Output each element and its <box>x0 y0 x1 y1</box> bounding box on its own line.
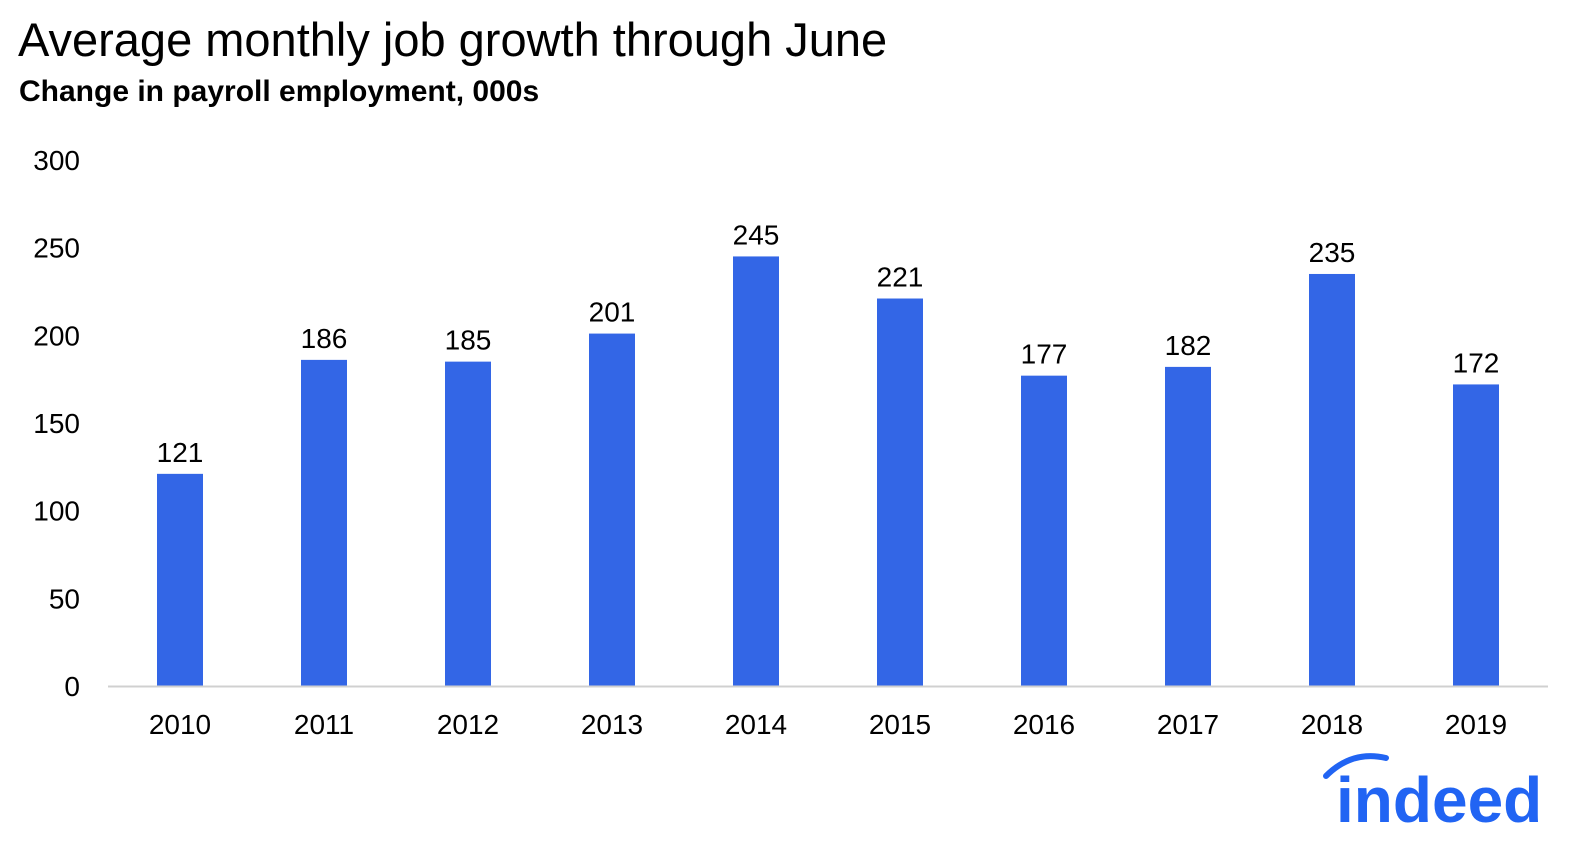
bar-2016 <box>1021 375 1067 686</box>
y-tick-label: 250 <box>33 233 80 264</box>
x-axis-ticks: 2010 2011 2012 2013 2014 2015 2016 2017 2018 2019 <box>149 709 1507 740</box>
x-tick-label-2011: 2011 <box>294 709 354 740</box>
bar-2011 <box>301 359 347 686</box>
data-label-2014: 245 <box>733 219 780 250</box>
data-label-2018: 235 <box>1309 237 1356 268</box>
data-label-2010: 121 <box>157 437 204 468</box>
data-label-2013: 201 <box>589 297 636 328</box>
data-label-2016: 177 <box>1021 339 1068 370</box>
x-tick-label-2019: 2019 <box>1445 709 1507 740</box>
data-label-2011: 186 <box>301 323 348 354</box>
x-tick-label-2017: 2017 <box>1157 709 1219 740</box>
indeed-logo: indeed <box>1323 753 1542 832</box>
x-tick-label-2015: 2015 <box>869 709 931 740</box>
data-label-2017: 182 <box>1165 330 1212 361</box>
bar-2019 <box>1453 384 1499 686</box>
x-tick-label-2018: 2018 <box>1301 709 1363 740</box>
x-tick-label-2013: 2013 <box>581 709 643 740</box>
bar-2015 <box>877 298 923 686</box>
chart-subtitle: Change in payroll employment, 000s <box>19 75 540 108</box>
y-tick-label: 0 <box>64 671 80 702</box>
y-tick-label: 100 <box>33 496 80 527</box>
data-label-2019: 172 <box>1453 347 1500 378</box>
x-tick-label-2010: 2010 <box>149 709 211 740</box>
x-tick-label-2014: 2014 <box>725 709 787 740</box>
chart-title: Average monthly job growth through June <box>18 13 888 66</box>
y-tick-label: 300 <box>33 145 80 176</box>
x-tick-label-2016: 2016 <box>1013 709 1075 740</box>
data-label-2015: 221 <box>877 262 924 293</box>
bar-2017 <box>1165 366 1211 686</box>
bar-2012 <box>445 361 491 686</box>
bar-2013 <box>589 333 635 686</box>
bar-series <box>157 256 1499 686</box>
y-tick-label: 150 <box>33 408 80 439</box>
y-tick-label: 200 <box>33 320 80 351</box>
data-label-2012: 185 <box>445 325 492 356</box>
y-tick-label: 50 <box>49 583 80 614</box>
y-axis-ticks: 0 50 100 150 200 250 300 <box>33 145 80 702</box>
bar-2010 <box>157 473 203 686</box>
logo-arc <box>1323 753 1389 779</box>
data-labels: 121 186 185 201 245 221 177 182 235 172 <box>157 219 1500 467</box>
bar-2014 <box>733 256 779 686</box>
logo-wordmark: indeed <box>1336 764 1542 832</box>
x-tick-label-2012: 2012 <box>437 709 499 740</box>
bar-2018 <box>1309 273 1355 686</box>
